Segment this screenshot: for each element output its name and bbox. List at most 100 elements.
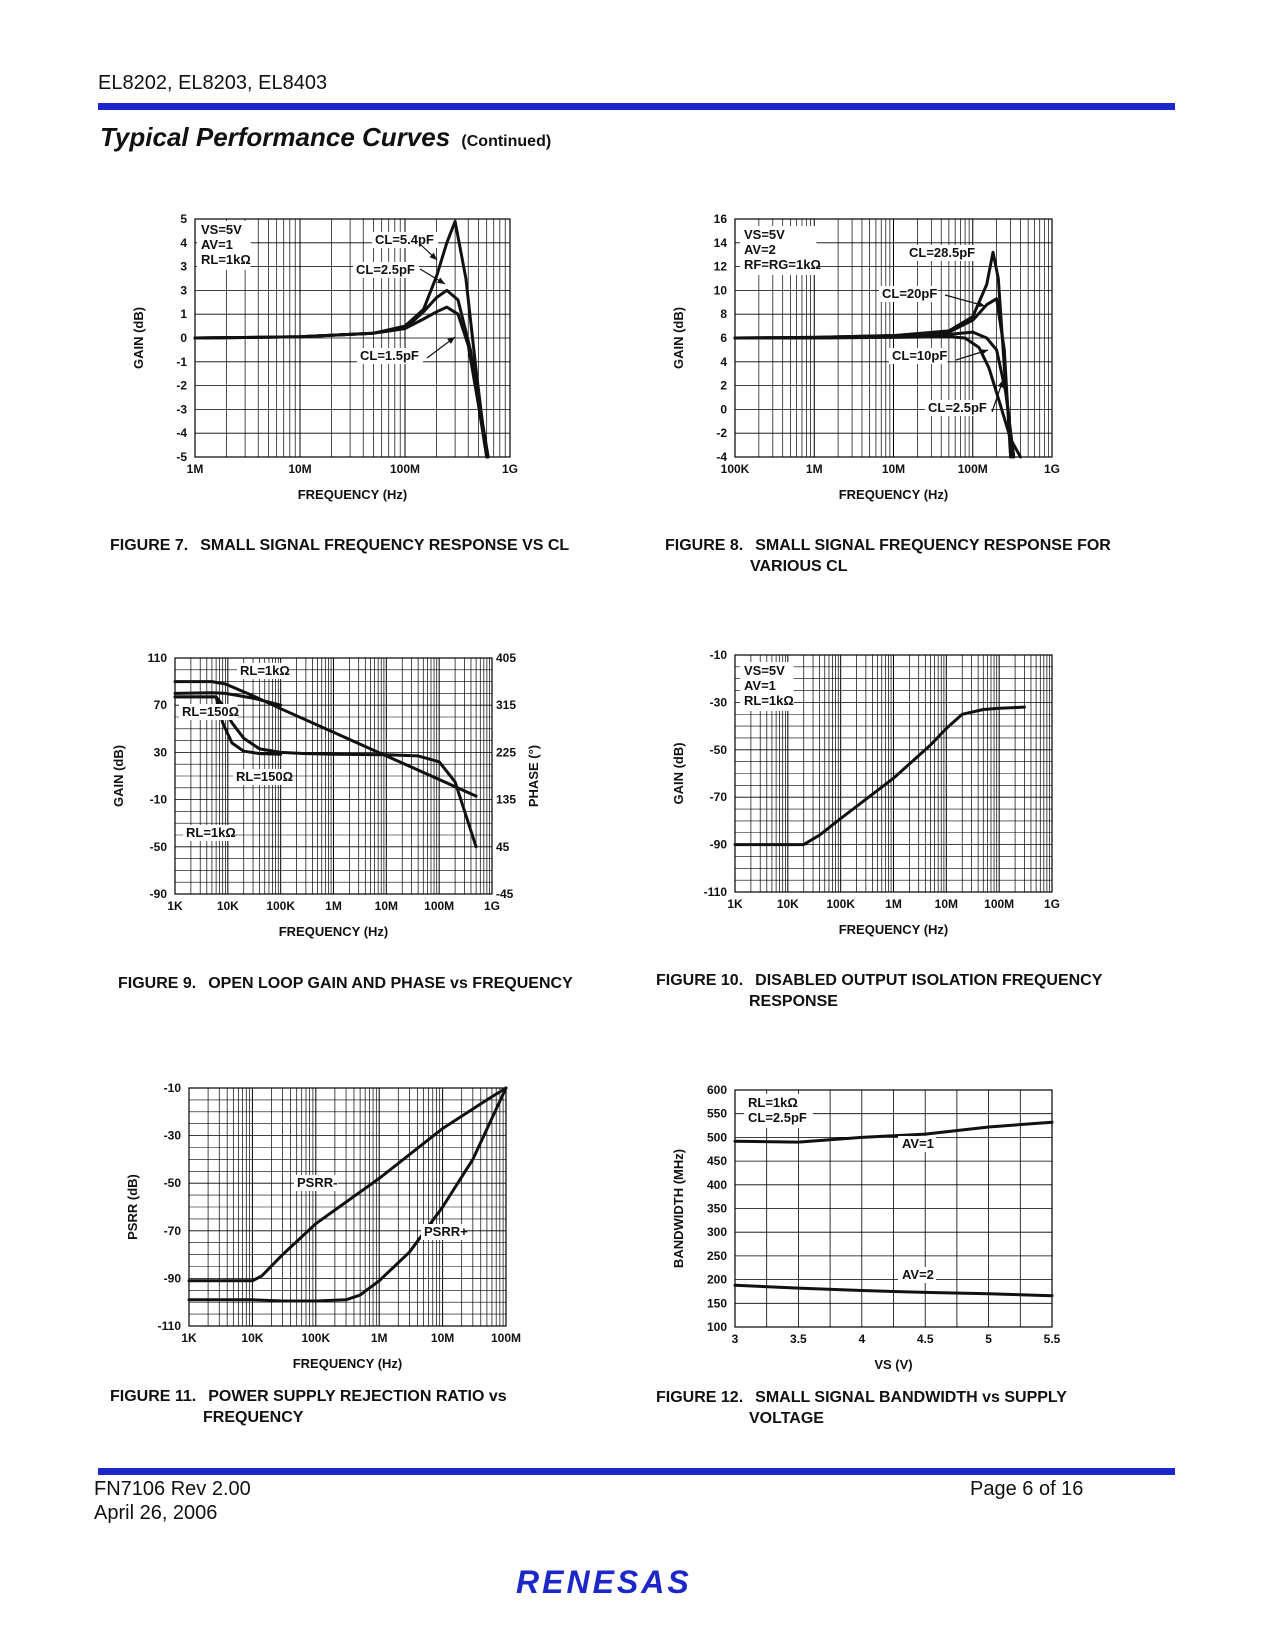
fig9-annotation-bg	[237, 663, 288, 679]
fig7-annotation-bg	[372, 232, 438, 248]
fig9-ytick-label: -90	[150, 887, 168, 901]
fig7-annotation-bg	[353, 262, 419, 278]
section-title-text: Typical Performance Curves	[100, 122, 451, 152]
fig7-ytick-label: 0	[180, 331, 187, 345]
fig9-xtick-label: 10K	[217, 899, 239, 913]
fig8-ytick-label: 14	[714, 236, 728, 250]
fig12-ytick-label: 300	[707, 1225, 727, 1239]
fig12-xtick-label: 4	[858, 1332, 865, 1346]
fig11-ytick-label: -50	[164, 1176, 182, 1190]
fig11-grid	[188, 1087, 506, 1327]
fig9-x-axis-title: FREQUENCY (Hz)	[279, 924, 389, 939]
fig10-series-line-1	[733, 705, 1026, 847]
fig7-pointer-arrowhead	[437, 277, 445, 284]
fig10-conditions-bg	[740, 662, 794, 711]
fig8-xtick-label: 1M	[806, 462, 823, 476]
fig8-condition-text: VS=5V	[744, 227, 785, 242]
fig7-pointer-arrowhead	[429, 252, 437, 260]
figure-12-caption-text: SMALL SIGNAL BANDWIDTH vs SUPPLY	[755, 1389, 1067, 1406]
fig12-ytick-label: 200	[707, 1273, 727, 1287]
fig11-ytick-label: -70	[164, 1224, 182, 1238]
fig12-plot-frame	[734, 1089, 1053, 1328]
fig9-y2tick-label: -45	[496, 887, 514, 901]
fig9-annotation-label: RL=1kΩ	[186, 825, 236, 840]
fig11-series-line-2	[187, 1086, 508, 1303]
figure-8-caption-num: FIGURE 8.	[665, 537, 744, 554]
fig10-ytick-label: -50	[710, 743, 728, 757]
fig10-ytick-label: -30	[710, 695, 728, 709]
fig12-xtick-label: 4.5	[917, 1332, 934, 1346]
figure-8-caption-text: SMALL SIGNAL FREQUENCY RESPONSE FOR	[755, 537, 1111, 554]
footer-page: Page 6 of 16	[970, 1478, 1084, 1500]
figure-11-caption-cont: FREQUENCY	[203, 1409, 304, 1426]
fig9-xtick-label: 1M	[325, 899, 342, 913]
footer-rule	[98, 1468, 1175, 1475]
fig9-y2tick-label: 225	[496, 745, 516, 759]
fig7-y-axis-title: GAIN (dB)	[131, 307, 146, 369]
figure-10-svg: -110 -90 -70 -50 -30 -10 1K 10K 100K 1M 10M 100M 1G F…	[671, 648, 1060, 937]
fig9-annotation-label: RL=150Ω	[182, 704, 239, 719]
fig12-series-line-2	[733, 1283, 1054, 1298]
fig8-ytick-label: -2	[716, 426, 727, 440]
fig7-ytick-label: -1	[176, 355, 187, 369]
fig12-ytick-label: 550	[707, 1107, 727, 1121]
fig12-series-label: AV=1	[902, 1136, 934, 1151]
header-title: EL8202, EL8203, EL8403	[98, 72, 328, 94]
footer-doc: FN7106 Rev 2.00	[94, 1478, 251, 1500]
figure-10-caption-text: DISABLED OUTPUT ISOLATION FREQUENCY	[755, 972, 1103, 989]
fig7-series-line-3	[193, 305, 489, 459]
fig11-annotation-label: PSRR-	[297, 1175, 337, 1190]
fig7-ytick-label: 3	[180, 260, 187, 274]
fig7-condition-text: VS=5V	[201, 222, 242, 237]
fig11-xtick-label: 10M	[431, 1331, 454, 1345]
figure-11-chart: -110 -90 -70 -50 -30 -10 1K 10K 100K 1M 10M 100M FRE…	[100, 1070, 660, 1400]
fig7-ytick-label: 5	[180, 212, 187, 226]
fig12-series-label: AV=2	[902, 1267, 934, 1282]
fig7-ytick-label: -3	[176, 402, 187, 416]
fig9-y2-axis-title: PHASE (°)	[526, 745, 541, 807]
fig8-ytick-label: 12	[714, 260, 728, 274]
fig7-condition-text: AV=1	[201, 237, 233, 252]
fig8-ytick-label: 16	[714, 212, 728, 226]
fig9-annotation-bg	[233, 769, 292, 785]
fig12-condition-text: RL=1kΩ	[748, 1095, 798, 1110]
figure-9-caption-text: OPEN LOOP GAIN AND PHASE vs FREQUENCY	[208, 975, 573, 992]
fig10-plot-frame	[734, 654, 1053, 893]
fig10-condition-text: AV=1	[744, 678, 776, 693]
fig8-annotation-bg	[925, 400, 991, 416]
fig9-annotation-label: RL=1kΩ	[240, 663, 290, 678]
figure-10-chart: -110 -90 -70 -50 -30 -10 1K 10K 100K 1M 10M 100M 1G F…	[660, 640, 1220, 970]
fig10-y-axis-title: GAIN (dB)	[671, 742, 686, 804]
fig11-annotation-label: PSRR+	[424, 1224, 468, 1239]
fig12-ytick-label: 250	[707, 1249, 727, 1263]
fig11-series-line-1	[187, 1086, 508, 1283]
fig7-ytick-label: 3	[180, 283, 187, 297]
section-title: Typical Performance Curves (Continued)	[100, 122, 551, 153]
fig8-xtick-label: 100M	[958, 462, 988, 476]
fig7-xtick-label: 100M	[390, 462, 420, 476]
fig12-xtick-label: 3	[732, 1332, 739, 1346]
fig9-y-axis-title: GAIN (dB)	[111, 745, 126, 807]
fig11-ytick-label: -30	[164, 1129, 182, 1143]
fig8-annotation-label: CL=10pF	[892, 348, 947, 363]
figure-11-svg: -110 -90 -70 -50 -30 -10 1K 10K 100K 1M 10M 100M FRE…	[125, 1081, 521, 1371]
footer-date: April 26, 2006	[94, 1502, 218, 1524]
fig11-xtick-label: 100K	[301, 1331, 330, 1345]
fig10-condition-text: RL=1kΩ	[744, 693, 794, 708]
fig8-ytick-label: -4	[716, 450, 727, 464]
fig8-condition-text: AV=2	[744, 242, 776, 257]
figure-11-caption: FIGURE 11. POWER SUPPLY REJECTION RATIO v…	[110, 1386, 507, 1428]
fig7-condition-text: RL=1kΩ	[201, 252, 251, 267]
figure-12-chart: 100 150 200 250 300 350 400 450 500 550 600 3 3.5 4 4.…	[660, 1070, 1220, 1400]
fig7-annotation-bg	[357, 348, 423, 364]
fig7-xtick-label: 10M	[288, 462, 311, 476]
fig9-xtick-label: 10M	[375, 899, 398, 913]
fig12-ytick-label: 150	[707, 1296, 727, 1310]
fig11-ytick-label: -10	[164, 1081, 182, 1095]
fig7-annotation-label: CL=5.4pF	[375, 232, 434, 247]
fig10-condition-text: VS=5V	[744, 663, 785, 678]
fig8-annotation-label: CL=2.5pF	[928, 400, 987, 415]
fig9-ytick-label: 70	[154, 698, 168, 712]
fig8-annotation-label: CL=28.5pF	[909, 245, 975, 260]
fig10-ytick-label: -90	[710, 838, 728, 852]
